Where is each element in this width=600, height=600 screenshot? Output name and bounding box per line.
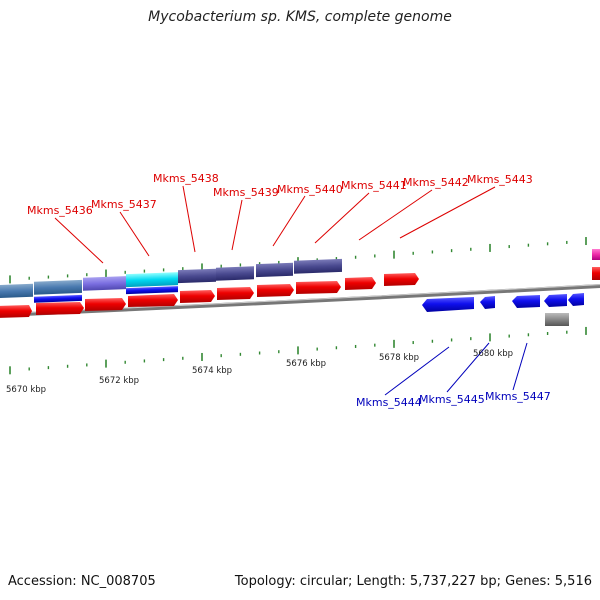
cds-arrow — [384, 273, 419, 286]
genome-summary-text: Topology: circular; Length: 5,737,227 bp… — [234, 574, 592, 589]
gene-label: Mkms_5444 — [356, 396, 422, 409]
cds-arrow — [128, 294, 178, 307]
accession-text: Accession: NC_008705 — [8, 574, 156, 589]
gene-label: Mkms_5441 — [341, 179, 407, 192]
cds-arrow — [480, 296, 495, 309]
cds-arrow — [85, 298, 126, 311]
cds-arrow — [180, 290, 215, 303]
reverse-cds-arrows — [422, 293, 584, 326]
gene-label: Mkms_5438 — [153, 172, 219, 185]
gene-label: Mkms_5447 — [485, 390, 551, 403]
gene-label: Mkms_5443 — [467, 173, 533, 186]
top-gene-labels: Mkms_5436 Mkms_5437 Mkms_5438 Mkms_5439 … — [27, 172, 533, 217]
kbp-label: 5680 kbp — [473, 349, 513, 359]
cds-arrow — [422, 297, 474, 312]
gene-label: Mkms_5439 — [213, 186, 279, 199]
kbp-label: 5676 kbp — [286, 359, 326, 369]
gene-label: Mkms_5440 — [277, 183, 343, 196]
gene-label: Mkms_5436 — [27, 204, 93, 217]
kbp-label: 5674 kbp — [192, 366, 232, 376]
cds-arrow — [592, 267, 600, 280]
cog-band — [0, 249, 600, 299]
map-title: Mycobacterium sp. KMS, complete genome — [148, 9, 452, 25]
cds-arrow — [568, 293, 584, 306]
reverse-strand-band — [34, 286, 178, 303]
bottom-gene-labels: Mkms_5444 Mkms_5445 Mkms_5447 — [356, 390, 551, 409]
kbp-label: 5670 kbp — [6, 385, 46, 395]
kbp-label: 5678 kbp — [379, 353, 419, 363]
cds-gray-block — [545, 313, 569, 326]
cds-arrow — [217, 287, 254, 300]
cds-arrow — [544, 294, 567, 307]
gene-label: Mkms_5437 — [91, 198, 157, 211]
kbp-label: 5672 kbp — [99, 376, 139, 386]
genome-backbone-highlight — [0, 284, 600, 315]
gene-label: Mkms_5445 — [419, 393, 485, 406]
forward-cds-arrows — [0, 267, 600, 318]
label-leaders — [54, 185, 528, 396]
cds-arrow — [257, 284, 294, 297]
cds-arrow — [345, 277, 376, 290]
cds-arrow — [36, 302, 84, 315]
cds-arrow — [512, 295, 540, 308]
cds-arrow — [296, 281, 341, 294]
gene-label: Mkms_5442 — [403, 176, 469, 189]
cds-arrow — [0, 305, 32, 318]
kbp-labels: 5670 kbp 5672 kbp 5674 kbp 5676 kbp 5678… — [6, 349, 513, 395]
